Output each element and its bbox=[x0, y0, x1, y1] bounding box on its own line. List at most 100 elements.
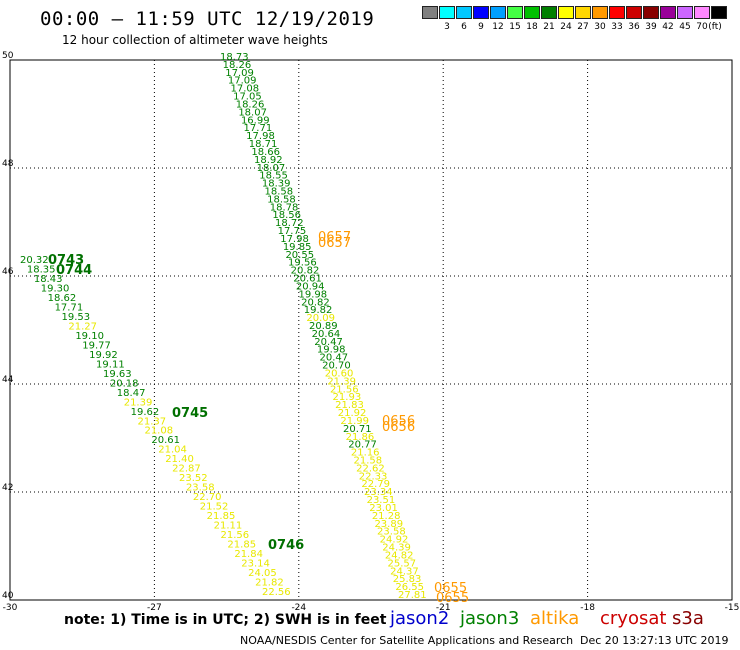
wave-height-mid: 18.66 bbox=[251, 147, 280, 158]
legend-label: 21 bbox=[543, 22, 555, 32]
wave-height-mid: 17.08 bbox=[230, 84, 259, 95]
wave-height-mid: 23.51 bbox=[367, 495, 396, 506]
legend-swatch bbox=[626, 6, 642, 19]
wave-height-mid: 19.85 bbox=[283, 242, 312, 253]
lon-tick-label: -27 bbox=[147, 603, 162, 613]
wave-height-mid: 25.83 bbox=[393, 574, 422, 585]
lon-tick-label: -21 bbox=[436, 603, 451, 613]
wave-height-mid: 24.37 bbox=[390, 566, 419, 577]
legend-swatch bbox=[575, 6, 591, 19]
legend-label: 39 bbox=[645, 22, 657, 32]
legend-label: 24 bbox=[560, 22, 572, 32]
wave-height-left: 19.63 bbox=[103, 369, 132, 380]
legend-swatch bbox=[507, 6, 523, 19]
time-label: 0657 bbox=[318, 236, 351, 251]
wave-height-left: 21.37 bbox=[138, 416, 167, 427]
wave-height-mid: 21.86 bbox=[346, 432, 375, 443]
wave-height-mid: 21.99 bbox=[340, 416, 369, 427]
wave-height-left: 21.08 bbox=[144, 426, 173, 437]
lon-tick-label: -15 bbox=[725, 603, 740, 613]
wave-height-left: 22.70 bbox=[193, 492, 222, 503]
wave-height-left: 22.87 bbox=[172, 464, 201, 475]
wave-height-mid: 20.47 bbox=[314, 337, 343, 348]
legend-swatch bbox=[592, 6, 608, 19]
wave-height-left: 21.82 bbox=[255, 578, 284, 589]
wave-height-left: 21.52 bbox=[200, 502, 229, 513]
lon-tick-label: -30 bbox=[3, 603, 18, 613]
time-label: 0743 bbox=[48, 253, 84, 268]
wave-height-mid: 20.64 bbox=[312, 329, 341, 340]
time-label: 0744 bbox=[56, 263, 92, 278]
legend-swatch bbox=[609, 6, 625, 19]
legend-swatch bbox=[660, 6, 676, 19]
wave-height-left: 18.62 bbox=[48, 293, 77, 304]
wave-height-mid: 24.82 bbox=[385, 550, 414, 561]
lon-tick-label: -18 bbox=[580, 603, 595, 613]
time-label: 0746 bbox=[268, 538, 304, 553]
wave-height-mid: 23.34 bbox=[364, 487, 393, 498]
wave-height-mid: 21.56 bbox=[330, 384, 359, 395]
wave-height-mid: 16.99 bbox=[241, 115, 270, 126]
wave-height-left: 21.04 bbox=[158, 445, 187, 456]
legend-swatch bbox=[422, 6, 438, 19]
wave-height-mid: 20.77 bbox=[348, 440, 377, 451]
wave-height-mid: 20.60 bbox=[325, 368, 354, 379]
wave-height-mid: 21.83 bbox=[335, 400, 364, 411]
wave-height-mid: 21.16 bbox=[351, 448, 380, 459]
wave-height-mid: 21.93 bbox=[333, 392, 362, 403]
wave-height-mid: 20.71 bbox=[343, 424, 372, 435]
wave-height-mid: 23.89 bbox=[374, 519, 403, 530]
wave-height-mid: 18.55 bbox=[259, 171, 288, 182]
legend-swatch bbox=[694, 6, 710, 19]
wave-height-mid: 25.57 bbox=[388, 558, 417, 569]
wave-height-left: 21.40 bbox=[165, 454, 194, 465]
wave-height-left: 19.62 bbox=[131, 407, 160, 418]
lat-tick-label: 42 bbox=[2, 483, 13, 493]
wave-height-mid: 17.09 bbox=[225, 68, 254, 79]
wave-height-mid: 20.89 bbox=[309, 321, 338, 332]
legend-label: 30 bbox=[594, 22, 606, 32]
wave-height-left: 17.71 bbox=[55, 302, 84, 313]
wave-height-mid: 23.58 bbox=[377, 527, 406, 538]
wave-height-left: 19.77 bbox=[82, 340, 111, 351]
satellite-altika: altika bbox=[530, 608, 580, 629]
wave-height-left: 19.11 bbox=[96, 359, 125, 370]
wave-height-mid: 18.71 bbox=[249, 139, 278, 150]
wave-height-mid: 18.73 bbox=[220, 52, 249, 63]
wave-height-mid: 21.28 bbox=[372, 511, 401, 522]
wave-height-mid: 20.09 bbox=[306, 313, 335, 324]
satellite-jason2: jason2 bbox=[390, 608, 450, 629]
wave-height-mid: 26.55 bbox=[395, 582, 424, 593]
wave-height-mid: 20.61 bbox=[293, 274, 322, 285]
wave-height-left: 21.56 bbox=[221, 530, 250, 541]
wave-height-mid: 17.71 bbox=[244, 123, 273, 134]
legend-label: 6 bbox=[461, 22, 467, 32]
wave-height-mid: 20.70 bbox=[322, 361, 351, 372]
lat-tick-label: 50 bbox=[2, 51, 14, 61]
lon-tick-label: -24 bbox=[291, 603, 306, 613]
wave-height-mid: 22.33 bbox=[359, 471, 388, 482]
legend-label: 18 bbox=[526, 22, 538, 32]
satellite-jason3: jason3 bbox=[460, 608, 520, 629]
wave-height-mid: 18.58 bbox=[265, 187, 294, 198]
legend-swatch bbox=[558, 6, 574, 19]
wave-height-mid: 18.56 bbox=[272, 210, 301, 221]
legend-label: 70 bbox=[696, 22, 708, 32]
wave-height-mid: 19.56 bbox=[288, 258, 317, 269]
wave-height-left: 19.10 bbox=[75, 331, 104, 342]
legend-swatch bbox=[541, 6, 557, 19]
legend-swatch bbox=[643, 6, 659, 19]
wave-height-left: 18.35 bbox=[27, 264, 56, 275]
wave-height-left: 21.85 bbox=[227, 540, 256, 551]
wave-height-left: 19.53 bbox=[61, 312, 90, 323]
wave-height-left: 23.58 bbox=[186, 483, 215, 494]
wave-height-mid: 27.81 bbox=[398, 590, 427, 601]
wave-height-mid: 24.39 bbox=[382, 543, 411, 554]
wave-height-left: 21.84 bbox=[234, 549, 263, 560]
satellite-cryosat: cryosat bbox=[600, 608, 667, 629]
wave-height-left: 20.61 bbox=[151, 435, 180, 446]
wave-height-mid: 18.72 bbox=[275, 218, 304, 229]
wave-height-mid: 23.01 bbox=[369, 503, 398, 514]
legend-swatch bbox=[456, 6, 472, 19]
legend-unit: (ft) bbox=[708, 22, 722, 32]
